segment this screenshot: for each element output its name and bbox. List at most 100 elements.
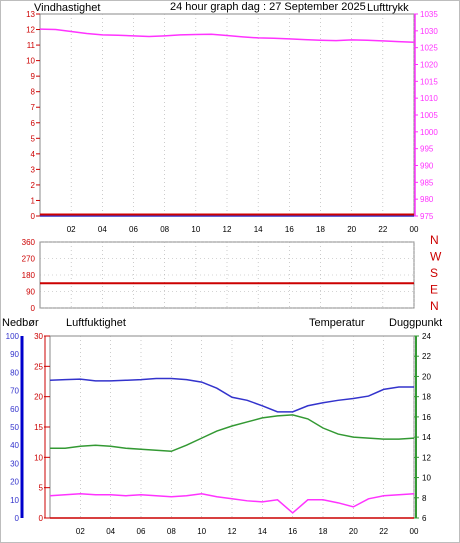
wind-tick-label: 11	[27, 41, 36, 50]
rain-tick-label: 60	[10, 405, 19, 414]
rain-tick-label: 10	[10, 496, 19, 505]
panel3-plot-area	[49, 335, 415, 519]
temperature-tick-label: 8	[422, 494, 427, 503]
rain-tick-label: 0	[15, 514, 20, 523]
pressure-tick-label: 1010	[420, 94, 438, 103]
pressure-tick-label: 975	[420, 212, 434, 221]
time-tick-label: 16	[285, 225, 294, 234]
time-tick-label: 08	[167, 527, 176, 536]
pressure-tick-label: 1000	[420, 128, 438, 137]
direction-tick-label: 360	[22, 238, 36, 247]
time-tick-label: 18	[319, 527, 328, 536]
pressure-axis-title: Lufttrykk	[367, 2, 409, 14]
pressure-tick-label: 985	[420, 178, 434, 187]
rain-tick-label: 100	[6, 332, 20, 341]
wind-axis-title: Vindhastighet	[34, 2, 100, 14]
time-tick-label: 02	[76, 527, 85, 536]
wind-tick-label: 13	[26, 10, 35, 19]
time-tick-label: 20	[347, 225, 356, 234]
chart-title: 24 hour graph dag : 27 September 2025	[170, 1, 366, 13]
temperature-tick-label: 14	[422, 433, 431, 442]
wind-tick-label: 8	[31, 88, 36, 97]
time-tick-label: 14	[254, 225, 263, 234]
time-tick-label: 16	[288, 527, 297, 536]
time-tick-label: 02	[67, 225, 76, 234]
series-duggpunkt-line	[49, 492, 415, 514]
wind-tick-label: 9	[31, 72, 36, 81]
temperature-tick-label: 10	[422, 474, 431, 483]
humidity-tick-label: 5	[39, 484, 44, 493]
direction-tick-label: 180	[22, 271, 36, 280]
temperature-tick-label: 20	[422, 372, 431, 381]
wind-tick-label: 12	[26, 26, 35, 35]
time-tick-label: 06	[137, 527, 146, 536]
series-luftfuktighet-line	[49, 377, 414, 413]
wind-tick-label: 2	[31, 181, 36, 190]
pressure-tick-label: 995	[420, 145, 434, 154]
pressure-tick-label: 980	[420, 195, 434, 204]
temperature-tick-label: 18	[422, 393, 431, 402]
humidity-tick-label: 30	[34, 332, 43, 341]
wind-tick-label: 0	[31, 212, 36, 221]
rain-tick-label: 20	[10, 478, 19, 487]
wind-tick-label: 6	[31, 119, 36, 128]
time-tick-label: 10	[197, 527, 206, 536]
wind-tick-label: 7	[31, 103, 36, 112]
rain-tick-label: 40	[10, 441, 19, 450]
pressure-tick-label: 1005	[420, 111, 438, 120]
temperature-tick-label: 12	[422, 453, 431, 462]
compass-label: E	[430, 283, 438, 297]
pressure-tick-label: 1025	[420, 44, 438, 53]
wind-tick-label: 10	[26, 57, 35, 66]
direction-tick-label: 90	[26, 288, 35, 297]
time-tick-label: 22	[379, 527, 388, 536]
pressure-tick-label: 1030	[420, 27, 438, 36]
series-lufttrykk-line	[39, 28, 415, 44]
temperature-axis-title: Temperatur	[309, 317, 365, 329]
compass-label: N	[430, 233, 439, 247]
rain-tick-label: 30	[10, 459, 19, 468]
compass-label: N	[430, 299, 439, 313]
series-temperatur-line	[50, 414, 415, 453]
wind-tick-label: 5	[31, 134, 36, 143]
time-tick-label: 10	[191, 225, 200, 234]
time-tick-label: 14	[258, 527, 267, 536]
dewpoint-axis-title: Duggpunkt	[389, 317, 442, 329]
time-tick-label: 18	[316, 225, 325, 234]
humidity-tick-label: 20	[34, 393, 43, 402]
direction-tick-label: 270	[22, 255, 36, 264]
rain-tick-label: 50	[10, 423, 19, 432]
time-tick-label: 04	[98, 225, 107, 234]
pressure-tick-label: 990	[420, 162, 434, 171]
humidity-axis-title: Luftfuktighet	[66, 317, 126, 329]
humidity-tick-label: 10	[34, 453, 43, 462]
wind-tick-label: 3	[31, 165, 36, 174]
wind-tick-label: 1	[31, 196, 36, 205]
pressure-tick-label: 1015	[420, 77, 438, 86]
rain-tick-label: 80	[10, 368, 19, 377]
rain-tick-label: 70	[10, 387, 19, 396]
rain-tick-label: 90	[10, 350, 19, 359]
humidity-tick-label: 25	[34, 362, 43, 371]
time-tick-label: 06	[129, 225, 138, 234]
time-tick-label: 08	[160, 225, 169, 234]
time-tick-label: 20	[349, 527, 358, 536]
temperature-tick-label: 6	[422, 514, 427, 523]
direction-tick-label: 0	[31, 304, 36, 313]
pressure-tick-label: 1035	[420, 10, 438, 19]
time-tick-label: 12	[223, 225, 232, 234]
humidity-tick-label: 0	[39, 514, 44, 523]
temperature-tick-label: 24	[422, 332, 431, 341]
compass-label: W	[430, 250, 442, 264]
rain-axis-title: Nedbør	[2, 317, 39, 329]
time-tick-label: 00	[410, 225, 419, 234]
humidity-tick-label: 15	[34, 423, 43, 432]
time-tick-label: 22	[378, 225, 387, 234]
pressure-tick-label: 1020	[420, 61, 438, 70]
temperature-tick-label: 16	[422, 413, 431, 422]
wind-tick-label: 4	[31, 150, 36, 159]
time-tick-label: 12	[228, 527, 237, 536]
temperature-tick-label: 22	[422, 352, 431, 361]
compass-label: S	[430, 266, 438, 280]
